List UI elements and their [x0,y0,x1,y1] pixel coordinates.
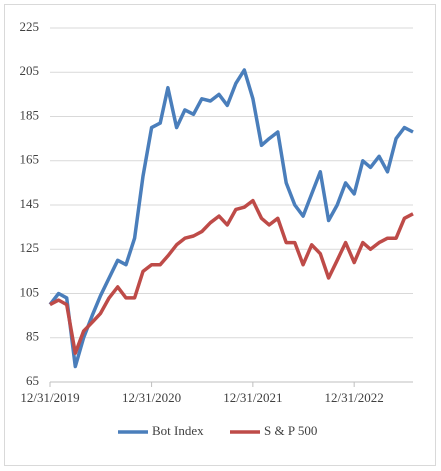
y-tick-label: 225 [20,19,40,34]
y-tick-label: 205 [20,63,40,78]
y-tick-label: 125 [20,240,40,255]
chart-frame [4,4,436,466]
x-tick-label: 12/31/2021 [223,390,282,405]
series-line [49,198,414,355]
x-tick-label: 12/31/2019 [20,390,79,405]
y-tick-label: 105 [20,284,40,299]
y-tick-label: 165 [20,152,40,167]
x-tick-label: 12/31/2020 [122,390,181,405]
y-tick-label: 145 [20,196,40,211]
x-tick-label: 12/31/2022 [325,390,384,405]
y-tick-label: 65 [26,373,39,388]
legend-label: S & P 500 [264,423,317,438]
series-line [48,68,414,369]
y-tick-label: 85 [26,329,39,344]
legend-label: Bot Index [152,423,204,438]
y-tick-label: 185 [20,107,40,122]
